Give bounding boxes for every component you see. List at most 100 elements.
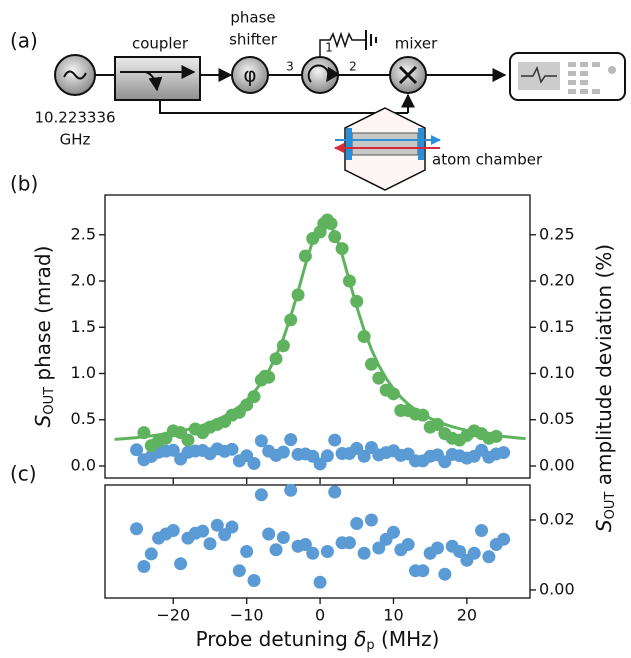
data-point xyxy=(196,524,210,538)
coupler-label: coupler xyxy=(132,35,189,53)
data-point xyxy=(357,449,371,463)
data-point xyxy=(137,560,151,574)
y2-tick-label: 0.15 xyxy=(539,317,575,336)
axis-label-part: S xyxy=(31,414,55,427)
data-point xyxy=(350,294,364,308)
data-point xyxy=(453,544,467,558)
mixer-label: mixer xyxy=(395,35,438,53)
data-point xyxy=(240,544,254,558)
axis-label: Probe detuning δp (MHz) xyxy=(196,627,440,653)
resistor xyxy=(319,31,366,57)
data-point xyxy=(276,445,290,459)
data-point xyxy=(247,574,261,588)
cell-window xyxy=(418,128,424,160)
data-point xyxy=(298,249,312,263)
axis-label-part: p xyxy=(366,638,374,653)
data-point xyxy=(247,390,261,404)
data-point xyxy=(364,357,378,371)
data-point xyxy=(335,242,349,256)
y-tick-label: 2.0 xyxy=(71,271,96,290)
data-point xyxy=(130,522,144,536)
data-point xyxy=(166,523,180,537)
scope-trace xyxy=(521,65,557,84)
phase-shifter xyxy=(231,56,269,94)
scope-buttons xyxy=(568,62,616,94)
x-tick-label: 0 xyxy=(315,606,325,625)
wire xyxy=(159,100,408,114)
axis-label-part: Probe detuning xyxy=(196,627,355,651)
x-tick-label: 10 xyxy=(383,606,403,625)
axis-label: SOUT amplitude deviation (%) xyxy=(592,244,618,532)
port-label: 2 xyxy=(349,60,357,74)
y-tick-label: 0.5 xyxy=(71,409,96,428)
axis-label-part: δ xyxy=(354,627,366,651)
y2-tick-label: 0.25 xyxy=(539,224,575,243)
port-label: 3 xyxy=(286,60,294,74)
data-point xyxy=(416,564,430,578)
axis-label-part: OUT xyxy=(603,492,618,520)
data-point xyxy=(467,546,481,560)
data-point xyxy=(137,426,151,440)
data-point xyxy=(269,543,283,557)
diagram-labels: (a) 10.223336 GHz coupler phase shifter … xyxy=(10,9,543,169)
data-point xyxy=(203,537,217,551)
phase-shifter-label: shifter xyxy=(229,31,278,49)
y2-tick-label: 0.10 xyxy=(539,363,575,382)
data-point xyxy=(262,527,276,541)
data-point xyxy=(262,370,276,384)
data-point xyxy=(240,398,254,412)
panel-label: (b) xyxy=(10,172,38,196)
data-point xyxy=(386,387,400,401)
data-point xyxy=(284,313,298,327)
data-point xyxy=(276,339,290,353)
data-point xyxy=(284,483,298,497)
data-point xyxy=(276,530,290,544)
data-point xyxy=(497,532,511,546)
source-label: 10.223336 xyxy=(34,109,115,127)
data-point xyxy=(232,564,246,578)
data-point xyxy=(210,518,224,532)
phase-shifter-label: phase xyxy=(230,9,275,27)
axis-label-part: (MHz) xyxy=(375,627,440,651)
y2-tick-label: 0.02 xyxy=(539,509,575,528)
circulator xyxy=(301,56,339,94)
x-tick-label: −10 xyxy=(230,606,264,625)
mixer-x xyxy=(398,65,418,85)
data-point xyxy=(372,371,386,385)
data-point xyxy=(364,513,378,527)
axis-label-part: amplitude deviation (%) xyxy=(592,244,616,492)
data-point xyxy=(497,446,511,460)
vapor-cell xyxy=(351,132,419,156)
coupler-box xyxy=(114,56,201,101)
cell-window xyxy=(346,128,352,160)
y2-tick-label: 0.05 xyxy=(539,409,575,428)
data-point xyxy=(431,541,445,555)
data-point xyxy=(342,274,356,288)
y2-tick-label: 0.00 xyxy=(539,579,575,598)
data-point xyxy=(489,429,503,443)
data-point xyxy=(482,550,496,564)
data-point xyxy=(225,442,239,456)
chamber-label: atom chamber xyxy=(432,151,543,169)
plot-frame xyxy=(104,484,531,599)
data-point xyxy=(166,443,180,457)
plot-frame xyxy=(104,194,531,479)
data-point xyxy=(298,537,312,551)
data-point xyxy=(320,449,334,463)
data-point xyxy=(350,516,364,530)
data-point xyxy=(247,456,261,470)
x-tick-label: 20 xyxy=(457,606,477,625)
data-point xyxy=(357,330,371,343)
axis-label: SOUT phase (mrad) xyxy=(31,246,57,428)
data-point xyxy=(254,488,268,502)
panel-label: (c) xyxy=(10,462,37,486)
data-point xyxy=(431,417,445,431)
y-tick-label: 2.5 xyxy=(71,224,96,243)
source-label: GHz xyxy=(60,131,91,149)
data-point xyxy=(328,230,342,244)
y-tick-label: 1.5 xyxy=(71,317,96,336)
charts: (b) 0.0 0.5 1.0 1.5 2.0 2.5 0.00 0.05 0.10 0.15 0.2… xyxy=(10,172,618,653)
fit-line xyxy=(114,219,526,441)
data-point xyxy=(320,544,334,558)
